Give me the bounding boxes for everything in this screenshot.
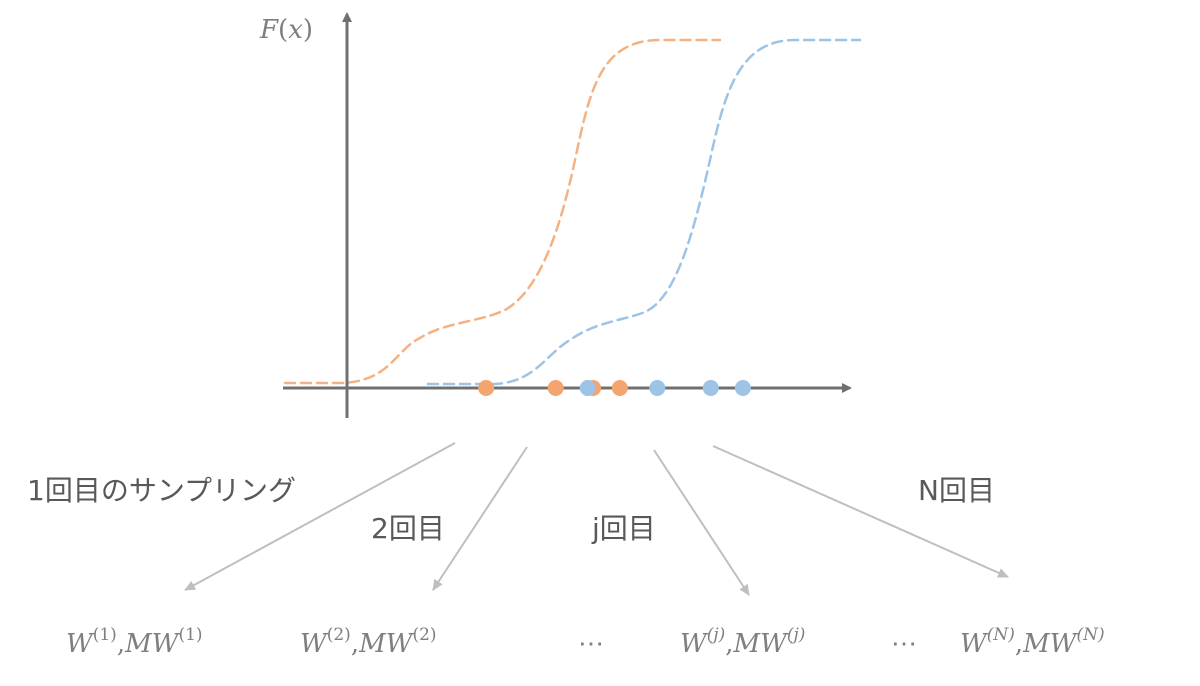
output-j: W(j),MW(j) bbox=[680, 625, 805, 659]
arrow-jth bbox=[653, 449, 750, 596]
label-second: 2回目 bbox=[371, 512, 445, 545]
label-jth: j回目 bbox=[591, 512, 656, 545]
orange-cdf-curve bbox=[283, 38, 722, 385]
blue-sample-dot bbox=[702, 380, 719, 396]
sample-dots bbox=[478, 380, 751, 396]
output-2: W(2),MW(2) bbox=[300, 625, 437, 659]
y-axis-label: F(x) bbox=[259, 15, 313, 45]
blue-sample-dot bbox=[649, 380, 666, 396]
output-1: W(1),MW(1) bbox=[66, 625, 203, 659]
arrow-second bbox=[432, 446, 528, 591]
ellipsis-2: ⋯ bbox=[891, 629, 917, 659]
ellipsis-1: ⋯ bbox=[578, 629, 604, 659]
arrow-first bbox=[184, 442, 456, 591]
label-first-sampling: 1回目のサンプリング bbox=[27, 474, 296, 507]
orange-sample-dot bbox=[547, 380, 564, 396]
label-nth: N回目 bbox=[918, 474, 995, 507]
blue-sample-dot bbox=[579, 380, 596, 396]
blue-cdf-curve bbox=[426, 38, 862, 386]
blue-sample-dot bbox=[734, 380, 751, 396]
output-n: W(N),MW(N) bbox=[960, 625, 1105, 659]
orange-sample-dot bbox=[611, 380, 628, 396]
arrow-nth bbox=[712, 445, 1009, 578]
orange-sample-dot bbox=[478, 380, 495, 396]
